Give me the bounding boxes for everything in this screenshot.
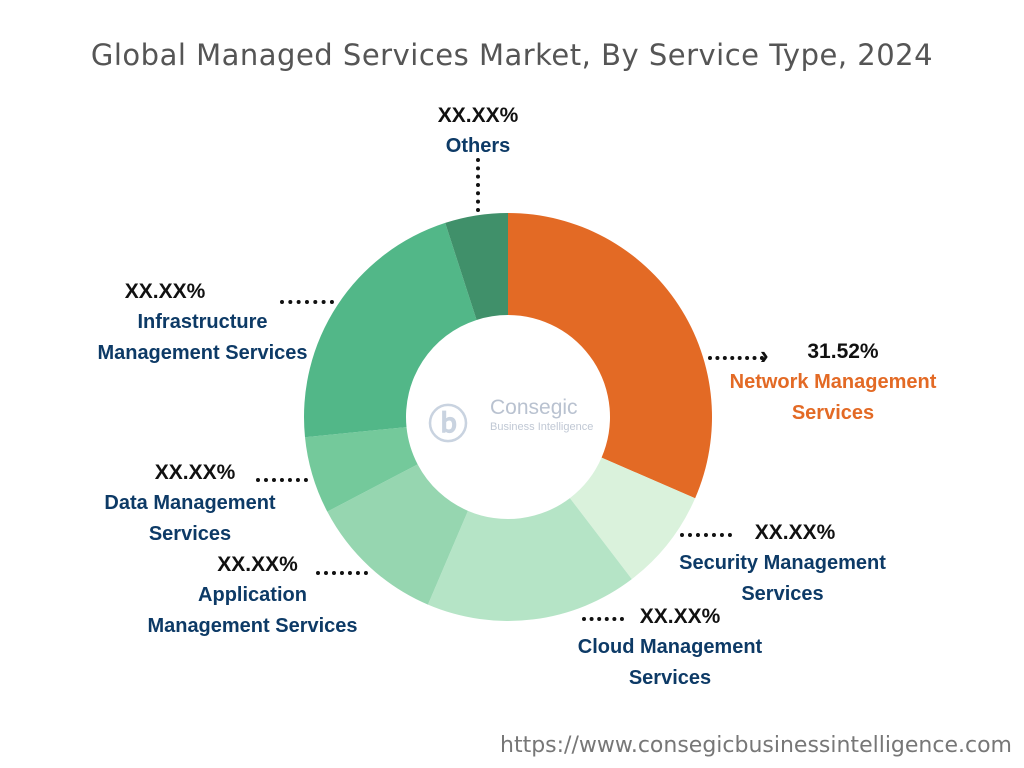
category-label: Services	[628, 667, 712, 689]
slice-others	[445, 213, 508, 320]
category-label: Services	[741, 583, 824, 605]
category-label: Services	[791, 402, 875, 424]
value-label: 31.52%	[807, 340, 879, 363]
slice-application-management-services	[327, 464, 468, 605]
value-label: XX.XX%	[217, 553, 298, 576]
slice-infrastructure-management-services	[304, 222, 477, 438]
leader-line	[582, 617, 624, 621]
category-label: Cloud Management	[577, 636, 763, 658]
leader-line	[316, 571, 368, 575]
value-label: XX.XX%	[124, 280, 206, 303]
value-label: XX.XX%	[154, 461, 236, 484]
label-application: XX.XX% Application Management Services	[135, 549, 370, 642]
label-network: 31.52% Network Management Services	[713, 336, 953, 429]
category-label: Others	[445, 135, 511, 157]
consegic-logo: ⓑ Consegic Business Intelligence	[428, 392, 598, 447]
chart-title: Global Managed Services Market, By Servi…	[90, 38, 934, 72]
value-label: XX.XX%	[754, 521, 836, 544]
leader-line	[708, 356, 764, 360]
logo-icon: ⓑ	[428, 403, 468, 447]
logo-name: Consegic	[490, 396, 578, 419]
category-label: Management Services	[147, 615, 358, 637]
value-label: XX.XX%	[639, 605, 721, 628]
arrow-icon: ›	[760, 340, 769, 370]
label-infrastructure: XX.XX% Infrastructure Management Service…	[80, 276, 325, 369]
category-label: Application	[198, 584, 307, 606]
leader-line	[680, 533, 732, 537]
category-label: Infrastructure	[137, 311, 268, 333]
label-data: XX.XX% Data Management Services	[90, 457, 290, 550]
leader-line	[256, 478, 308, 482]
category-label: Security Management	[679, 552, 886, 574]
leader-line	[280, 300, 334, 304]
slice-network-management-services	[508, 213, 712, 499]
label-security: XX.XX% Security Management Services	[665, 517, 900, 610]
value-label: XX.XX%	[437, 104, 519, 127]
label-cloud: XX.XX% Cloud Management Services	[565, 601, 775, 694]
slice-cloud-management-services	[427, 498, 632, 622]
footer-url[interactable]: https://www.consegicbusinessintelligence…	[500, 733, 1012, 758]
leader-line	[476, 158, 480, 212]
logo-tagline: Business Intelligence	[490, 421, 594, 433]
slice-data-management-services	[305, 427, 418, 512]
label-others: XX.XX% Others	[418, 100, 538, 162]
slice-security-management-services	[569, 457, 696, 580]
category-label: Services	[148, 523, 232, 545]
category-label: Data Management	[104, 492, 276, 514]
category-label: Network Management	[729, 371, 937, 393]
category-label: Management Services	[97, 342, 308, 364]
